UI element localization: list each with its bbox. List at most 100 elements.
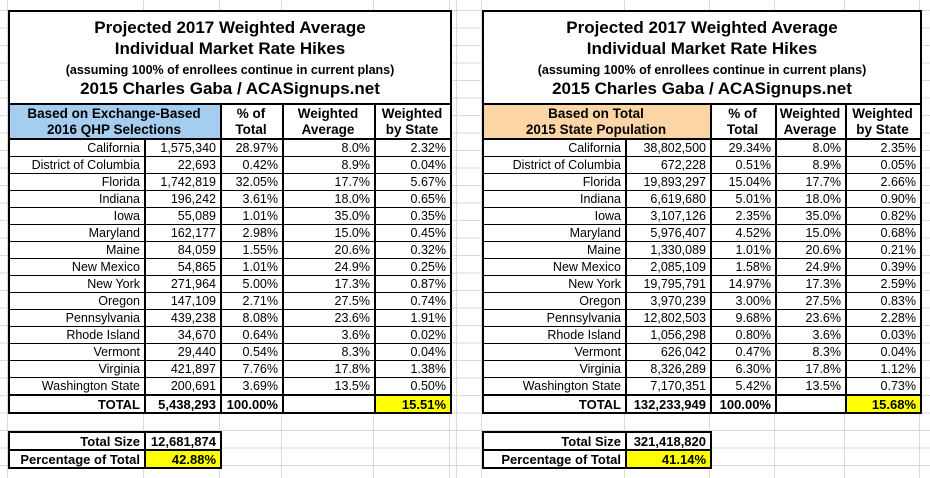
value-cell[interactable]: 2.35%	[710, 207, 777, 225]
total-label-cell[interactable]: TOTAL	[8, 394, 146, 414]
value-cell[interactable]: 672,228	[625, 156, 712, 174]
value-cell[interactable]: 17.3%	[775, 275, 847, 293]
value-cell[interactable]: 2.98%	[220, 224, 284, 242]
state-name-cell[interactable]: Iowa	[8, 207, 146, 225]
column-header-pct-of-total[interactable]: % of Total	[710, 103, 777, 140]
state-name-cell[interactable]: California	[8, 138, 146, 157]
value-cell[interactable]: 23.6%	[282, 309, 376, 327]
value-cell[interactable]: 271,964	[144, 275, 222, 293]
value-cell[interactable]: 5.00%	[220, 275, 284, 293]
value-cell[interactable]: 0.04%	[374, 156, 452, 174]
value-cell[interactable]: 3.69%	[220, 377, 284, 396]
value-cell[interactable]: 0.73%	[845, 377, 922, 396]
value-cell[interactable]: 24.9%	[282, 258, 376, 276]
value-cell[interactable]: 27.5%	[282, 292, 376, 310]
value-cell[interactable]: 13.5%	[775, 377, 847, 396]
value-cell[interactable]: 32.05%	[220, 173, 284, 191]
total-empty-cell[interactable]	[282, 394, 376, 414]
value-cell[interactable]: 1,330,089	[625, 241, 712, 259]
value-cell[interactable]: 0.80%	[710, 326, 777, 344]
value-cell[interactable]: 8.9%	[775, 156, 847, 174]
value-cell[interactable]: 0.03%	[845, 326, 922, 344]
value-cell[interactable]: 439,238	[144, 309, 222, 327]
value-cell[interactable]: 0.25%	[374, 258, 452, 276]
value-cell[interactable]: 8.0%	[775, 138, 847, 157]
state-name-cell[interactable]: Maryland	[482, 224, 627, 242]
value-cell[interactable]: 54,865	[144, 258, 222, 276]
value-cell[interactable]: 0.50%	[374, 377, 452, 396]
column-header-basis[interactable]: Based on Exchange-Based 2016 QHP Selecti…	[8, 103, 222, 140]
column-header-weighted-average[interactable]: Weighted Average	[775, 103, 847, 140]
total-weighted-cell[interactable]: 15.51%	[374, 394, 452, 414]
percentage-value-cell[interactable]: 41.14%	[625, 449, 712, 469]
value-cell[interactable]: 0.35%	[374, 207, 452, 225]
value-cell[interactable]: 2.66%	[845, 173, 922, 191]
value-cell[interactable]: 3,107,126	[625, 207, 712, 225]
value-cell[interactable]: 2.35%	[845, 138, 922, 157]
state-name-cell[interactable]: Florida	[482, 173, 627, 191]
state-name-cell[interactable]: Virginia	[482, 360, 627, 378]
state-name-cell[interactable]: District of Columbia	[482, 156, 627, 174]
column-header-weighted-average[interactable]: Weighted Average	[282, 103, 376, 140]
state-name-cell[interactable]: California	[482, 138, 627, 157]
value-cell[interactable]: 22,693	[144, 156, 222, 174]
value-cell[interactable]: 12,802,503	[625, 309, 712, 327]
state-name-cell[interactable]: Vermont	[482, 343, 627, 361]
value-cell[interactable]: 6,619,680	[625, 190, 712, 208]
value-cell[interactable]: 8.08%	[220, 309, 284, 327]
state-name-cell[interactable]: Washington State	[8, 377, 146, 396]
state-name-cell[interactable]: Maine	[8, 241, 146, 259]
column-header-weighted-by-state[interactable]: Weighted by State	[374, 103, 452, 140]
value-cell[interactable]: 17.7%	[282, 173, 376, 191]
value-cell[interactable]: 28.97%	[220, 138, 284, 157]
value-cell[interactable]: 35.0%	[775, 207, 847, 225]
value-cell[interactable]: 15.0%	[775, 224, 847, 242]
column-header-basis[interactable]: Based on Total 2015 State Population	[482, 103, 712, 140]
total-size-value-cell[interactable]: 321,418,820	[625, 431, 712, 451]
value-cell[interactable]: 421,897	[144, 360, 222, 378]
value-cell[interactable]: 14.97%	[710, 275, 777, 293]
value-cell[interactable]: 6.30%	[710, 360, 777, 378]
value-cell[interactable]: 13.5%	[282, 377, 376, 396]
value-cell[interactable]: 35.0%	[282, 207, 376, 225]
column-header-weighted-by-state[interactable]: Weighted by State	[845, 103, 922, 140]
value-cell[interactable]: 5,976,407	[625, 224, 712, 242]
value-cell[interactable]: 2.59%	[845, 275, 922, 293]
value-cell[interactable]: 8.9%	[282, 156, 376, 174]
table-title-block[interactable]: Projected 2017 Weighted Average Individu…	[8, 10, 452, 105]
value-cell[interactable]: 23.6%	[775, 309, 847, 327]
total-pct-cell[interactable]: 100.00%	[220, 394, 284, 414]
value-cell[interactable]: 147,109	[144, 292, 222, 310]
total-empty-cell[interactable]	[775, 394, 847, 414]
value-cell[interactable]: 0.45%	[374, 224, 452, 242]
total-pct-cell[interactable]: 100.00%	[710, 394, 777, 414]
value-cell[interactable]: 0.54%	[220, 343, 284, 361]
value-cell[interactable]: 38,802,500	[625, 138, 712, 157]
value-cell[interactable]: 19,795,791	[625, 275, 712, 293]
value-cell[interactable]: 1,742,819	[144, 173, 222, 191]
value-cell[interactable]: 17.3%	[282, 275, 376, 293]
value-cell[interactable]: 8.3%	[282, 343, 376, 361]
value-cell[interactable]: 0.65%	[374, 190, 452, 208]
value-cell[interactable]: 9.68%	[710, 309, 777, 327]
value-cell[interactable]: 3.6%	[282, 326, 376, 344]
column-header-pct-of-total[interactable]: % of Total	[220, 103, 284, 140]
value-cell[interactable]: 17.7%	[775, 173, 847, 191]
value-cell[interactable]: 0.42%	[220, 156, 284, 174]
value-cell[interactable]: 1.12%	[845, 360, 922, 378]
value-cell[interactable]: 0.02%	[374, 326, 452, 344]
value-cell[interactable]: 0.74%	[374, 292, 452, 310]
value-cell[interactable]: 200,691	[144, 377, 222, 396]
value-cell[interactable]: 18.0%	[775, 190, 847, 208]
value-cell[interactable]: 0.83%	[845, 292, 922, 310]
value-cell[interactable]: 1.91%	[374, 309, 452, 327]
value-cell[interactable]: 162,177	[144, 224, 222, 242]
value-cell[interactable]: 27.5%	[775, 292, 847, 310]
value-cell[interactable]: 2.28%	[845, 309, 922, 327]
percentage-value-cell[interactable]: 42.88%	[144, 449, 222, 469]
value-cell[interactable]: 0.04%	[845, 343, 922, 361]
state-name-cell[interactable]: Pennsylvania	[482, 309, 627, 327]
value-cell[interactable]: 0.32%	[374, 241, 452, 259]
value-cell[interactable]: 1.38%	[374, 360, 452, 378]
value-cell[interactable]: 0.87%	[374, 275, 452, 293]
